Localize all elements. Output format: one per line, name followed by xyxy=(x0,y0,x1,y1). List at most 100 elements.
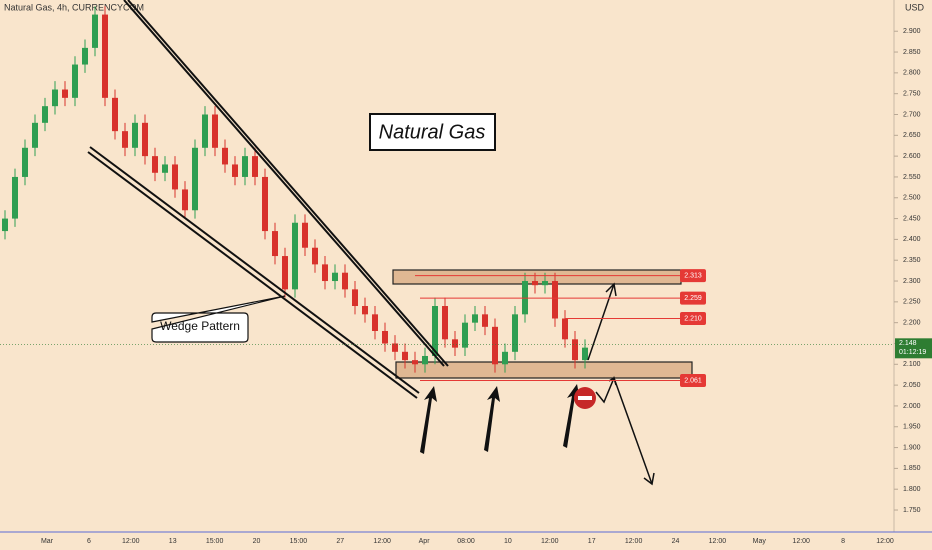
candle-body xyxy=(442,306,448,340)
price-level-tag xyxy=(680,291,706,305)
candle-body xyxy=(342,272,348,290)
candles xyxy=(2,6,588,373)
candle-body xyxy=(492,326,498,365)
y-tick-label: 1.800 xyxy=(903,486,921,493)
candle-body xyxy=(562,318,568,340)
current-price-tag xyxy=(895,338,932,359)
x-tick-label: 12:00 xyxy=(625,538,643,545)
candle-body xyxy=(92,14,98,48)
candle-body xyxy=(432,306,438,356)
up-arrows xyxy=(420,384,580,454)
candle-body xyxy=(552,281,558,319)
stop-icon-bar xyxy=(578,396,592,400)
x-tick-label: 12:00 xyxy=(373,538,391,545)
candle-body xyxy=(112,97,118,132)
x-tick-label: 24 xyxy=(672,538,680,545)
y-tick-label: 1.850 xyxy=(903,465,921,472)
projection-arrows xyxy=(587,282,655,486)
x-tick-label: May xyxy=(753,538,767,545)
candle-body xyxy=(22,147,28,177)
candle-body xyxy=(192,147,198,211)
price-level-label: 2.313 xyxy=(684,272,702,279)
y-tick-label: 2.050 xyxy=(903,382,921,389)
candle-body xyxy=(512,314,518,352)
price-level-tag xyxy=(680,312,706,326)
headline-box xyxy=(369,113,496,151)
candle-body xyxy=(412,360,418,365)
candle-body xyxy=(502,351,508,365)
price-level-tag xyxy=(680,269,706,283)
candle-body xyxy=(252,156,258,177)
candle-body xyxy=(212,114,218,148)
y-tick-label: 2.250 xyxy=(903,299,921,306)
candle-body xyxy=(292,222,298,290)
candle-body xyxy=(132,122,138,148)
candle-body xyxy=(482,314,488,327)
candle-body xyxy=(182,189,188,211)
candle-body xyxy=(142,122,148,157)
candle-body xyxy=(202,114,208,148)
candle-body xyxy=(32,122,38,148)
x-tick-label: 17 xyxy=(588,538,596,545)
x-tick-label: 12:00 xyxy=(876,538,894,545)
candle-body xyxy=(72,64,78,98)
x-tick-label: 12:00 xyxy=(709,538,727,545)
candle-body xyxy=(462,322,468,348)
candle-body xyxy=(362,306,368,315)
y-tick-label: 2.450 xyxy=(903,215,921,222)
headline: Natural Gas xyxy=(379,121,486,143)
x-tick-label: 10 xyxy=(504,538,512,545)
y-tick-label: 2.400 xyxy=(903,236,921,243)
candle-body xyxy=(42,106,48,123)
candle-body xyxy=(12,176,18,219)
currency: USD xyxy=(905,2,925,12)
candle-body xyxy=(222,147,228,165)
y-tick-label: 2.850 xyxy=(903,49,921,56)
y-tick-label: 2.200 xyxy=(903,320,921,327)
candle-body xyxy=(272,231,278,257)
y-tick-label: 1.950 xyxy=(903,424,921,431)
price-level-label: 2.061 xyxy=(684,377,702,384)
callout-box xyxy=(151,295,286,343)
support-zone xyxy=(395,361,693,379)
price-level-label: 2.210 xyxy=(684,315,702,322)
x-tick-label: 13 xyxy=(169,538,177,545)
y-tick-label: 2.650 xyxy=(903,132,921,139)
x-tick-label: 15:00 xyxy=(206,538,224,545)
y-tick-label: 2.750 xyxy=(903,91,921,98)
candle-body xyxy=(372,314,378,331)
y-tick-label: 1.750 xyxy=(903,507,921,514)
price-level-label: 2.259 xyxy=(684,295,702,302)
candle-body xyxy=(572,339,578,361)
candle-body xyxy=(302,222,308,248)
countdown-label: 01:12:19 xyxy=(899,349,926,356)
x-tick-label: Apr xyxy=(419,538,431,545)
y-tick-label: 2.700 xyxy=(903,111,921,118)
y-tick-label: 2.800 xyxy=(903,70,921,77)
candle-body xyxy=(332,272,338,282)
pattern-label: Wedge Pattern xyxy=(160,319,240,333)
y-tick-label: 2.100 xyxy=(903,361,921,368)
price-level-tag xyxy=(680,374,706,388)
candle-body xyxy=(102,14,108,98)
wedge-lines xyxy=(87,0,449,399)
y-tick-label: 2.000 xyxy=(903,403,921,410)
candle-body xyxy=(82,47,88,65)
candle-body xyxy=(242,156,248,177)
candle-body xyxy=(392,343,398,352)
candle-body xyxy=(402,351,408,361)
current-price-label: 2.148 xyxy=(899,340,917,347)
candle-body xyxy=(422,355,428,365)
y-tick-label: 2.550 xyxy=(903,174,921,181)
candle-body xyxy=(532,281,538,286)
y-tick-label: 2.350 xyxy=(903,257,921,264)
x-tick-label: Mar xyxy=(41,538,54,545)
candle-body xyxy=(162,164,168,173)
candle-body xyxy=(232,164,238,177)
candle-body xyxy=(2,218,8,232)
y-tick-label: 2.500 xyxy=(903,195,921,202)
candle-body xyxy=(52,89,58,107)
candle-body xyxy=(62,89,68,98)
